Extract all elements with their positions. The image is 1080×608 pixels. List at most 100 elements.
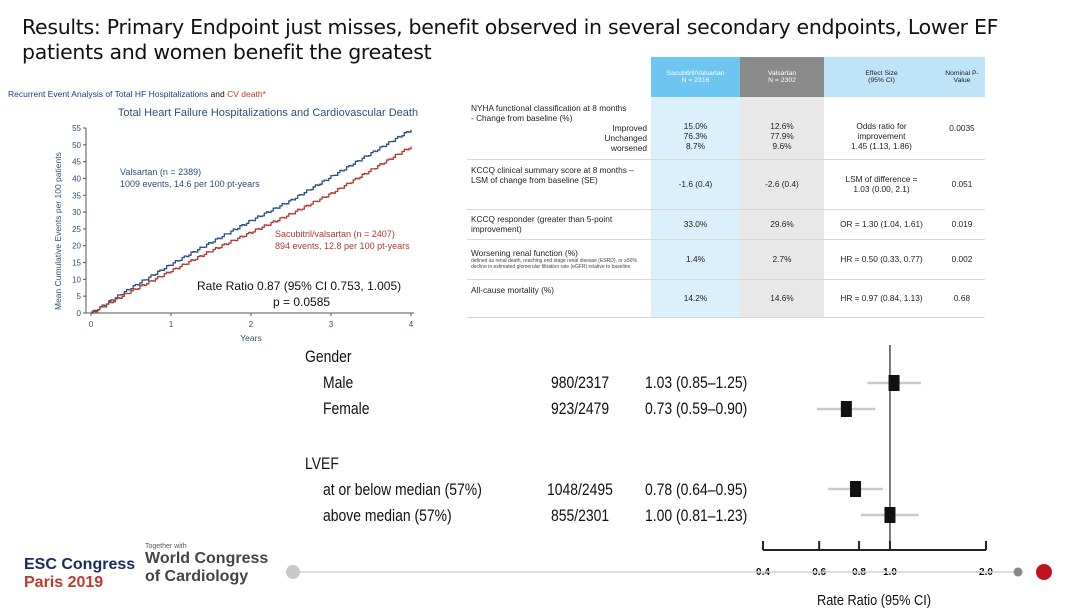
slide-title: Results: Primary Endpoint just misses, b… — [22, 15, 999, 64]
table-row: All-cause mortality (%) 14.2% 14.6% HR =… — [467, 279, 985, 318]
cell-value: 12.6% — [770, 120, 794, 131]
row-label: Worsening renal function (%) — [471, 248, 578, 258]
cell-value: HR = 0.50 (0.33, 0.77) — [824, 239, 939, 280]
table-row: KCCQ responder (greater than 5-point imp… — [467, 209, 985, 240]
cell-value: 0.051 — [939, 159, 985, 210]
forest-row-rr: 0.78 (0.64–0.95) — [645, 480, 748, 499]
cell-value: 0.019 — [939, 209, 985, 240]
header-p-value: Nominal P- Value — [939, 57, 985, 97]
cell-value: 8.7% — [686, 140, 705, 151]
sacubitril-label-2: 894 events, 12.8 per 100 pt-years — [275, 241, 410, 251]
y-tick-label: 55 — [72, 124, 81, 133]
x-tick-label: 0 — [89, 320, 94, 329]
cell-value: improvement — [857, 130, 906, 141]
cell-value: 77.9% — [770, 130, 794, 141]
cell-value: 29.6% — [740, 209, 824, 240]
km-caption-cv: CV death* — [227, 89, 266, 99]
km-chart-title: Total Heart Failure Hospitalizations and… — [118, 107, 418, 119]
forest-axis-label: Rate Ratio (95% CI) — [817, 591, 931, 608]
table-row: NYHA functional classification at 8 mont… — [467, 97, 985, 160]
row-sublabel: worsened — [611, 142, 647, 153]
cell-value: LSM of difference = — [845, 174, 918, 184]
y-tick-label: 20 — [72, 242, 81, 251]
cell-value: 0.0035 — [939, 97, 985, 160]
forest-row-events: 980/2317 — [551, 373, 610, 392]
valsartan-label-2: 1009 events, 14.6 per 100 pt-years — [120, 179, 260, 189]
forest-row-rr: 1.03 (0.85–1.25) — [645, 373, 748, 392]
y-tick-label: 45 — [72, 158, 81, 167]
p-value-text: p = 0.0585 — [273, 295, 330, 309]
forest-gender-header: Gender — [305, 347, 352, 366]
forest-row-events: 855/2301 — [551, 506, 610, 525]
row-label: KCCQ responder (greater than 5-point imp… — [467, 209, 651, 240]
footer-dot-red — [1036, 564, 1052, 580]
row-label: NYHA functional classification at 8 mont… — [471, 102, 627, 123]
forest-row-label: at or below median (57%) — [323, 480, 482, 499]
x-tick-label: 3 — [329, 320, 334, 329]
y-tick-label: 10 — [72, 275, 81, 284]
forest-row-events: 1048/2495 — [547, 480, 613, 499]
y-tick-label: 40 — [72, 174, 81, 183]
y-tick-label: 50 — [72, 141, 81, 150]
y-tick-label: 30 — [72, 208, 81, 217]
forest-row-events: 923/2479 — [551, 399, 610, 418]
point-estimate — [884, 507, 896, 523]
km-caption-and: and — [210, 89, 225, 99]
footer-dot-grey — [286, 565, 300, 579]
km-ylabel: Mean Cumulative Events per 100 patients — [53, 152, 63, 310]
forest-row-label: above median (57%) — [323, 506, 452, 525]
footer-dot-small — [1013, 567, 1023, 577]
forest-row-rr: 1.00 (0.81–1.23) — [645, 506, 748, 525]
cell-value: 33.0% — [651, 209, 740, 240]
cell-value: 2.7% — [740, 239, 824, 280]
x-tick-label: 1 — [169, 320, 174, 329]
sacubitril-curve — [91, 146, 412, 313]
x-tick-label: 2 — [249, 320, 254, 329]
cell-value: 0.68 — [939, 279, 985, 318]
cell-value: 0.002 — [939, 239, 985, 280]
cell-value: -1.6 (0.4) — [651, 159, 740, 210]
row-sublabel: Improved — [612, 122, 647, 133]
y-tick-label: 15 — [72, 259, 81, 268]
y-tick-label: 0 — [77, 309, 82, 318]
header-empty — [467, 57, 651, 97]
table-row: KCCQ clinical summary score at 8 months … — [467, 159, 985, 210]
world-congress-logo: Together with World Congress of Cardiolo… — [145, 543, 269, 585]
table-row: Worsening renal function (%) defined as … — [467, 239, 985, 280]
cell-value: 1.4% — [651, 239, 740, 280]
cell-value: HR = 0.97 (0.84, 1.13) — [824, 279, 939, 318]
cell-value: 9.6% — [772, 140, 792, 151]
cell-value: 76.3% — [683, 130, 708, 141]
esc-congress-logo: ESC Congress Paris 2019 — [24, 556, 136, 591]
row-label: KCCQ clinical summary score at 8 months … — [471, 165, 634, 185]
header-valsartan: Valsartan N = 2302 — [740, 57, 824, 97]
forest-row-label: Male — [323, 373, 354, 392]
row-sublabel: Unchanged — [604, 132, 647, 143]
y-tick-label: 25 — [72, 225, 81, 234]
cumulative-events-chart: Total Heart Failure Hospitalizations and… — [53, 107, 418, 343]
secondary-endpoints-table: Sacubitril/Valsartan N = 2316 Valsartan N … — [467, 57, 985, 318]
rate-ratio-text: Rate Ratio 0.87 (95% CI 0.753, 1.005) — [197, 279, 401, 293]
y-tick-label: 35 — [72, 191, 81, 200]
valsartan-curve — [91, 129, 412, 314]
cell-value: 15.0% — [683, 120, 708, 131]
cell-value: OR = 1.30 (1.04, 1.61) — [824, 209, 939, 240]
cell-value: 1.03 (0.00, 2.1) — [853, 184, 910, 194]
footer-decoration — [286, 564, 1052, 580]
table-header-row: Sacubitril/Valsartan N = 2316 Valsartan N … — [467, 57, 985, 97]
y-tick-label: 5 — [77, 292, 82, 301]
sacubitril-label-1: Sacubitril/valsartan (n = 2407) — [275, 229, 395, 239]
row-label: All-cause mortality (%) — [467, 279, 651, 318]
cell-value: 14.6% — [740, 279, 824, 318]
cell-value: -2.6 (0.4) — [740, 159, 824, 210]
x-tick-label: 4 — [409, 320, 414, 329]
row-note: defined as renal death, reaching end sta… — [471, 258, 637, 270]
forest-lvef-header: LVEF — [305, 454, 339, 473]
forest-row-rr: 0.73 (0.59–0.90) — [645, 399, 748, 418]
cell-value: Odds ratio for — [856, 120, 907, 131]
km-caption-main: Recurrent Event Analysis of Total HF Hos… — [8, 89, 209, 99]
forest-row-label: Female — [323, 399, 370, 418]
km-caption: Recurrent Event Analysis of Total HF Hos… — [8, 89, 266, 99]
header-sacubitril: Sacubitril/Valsartan N = 2316 — [651, 57, 740, 97]
point-estimate — [850, 481, 862, 497]
